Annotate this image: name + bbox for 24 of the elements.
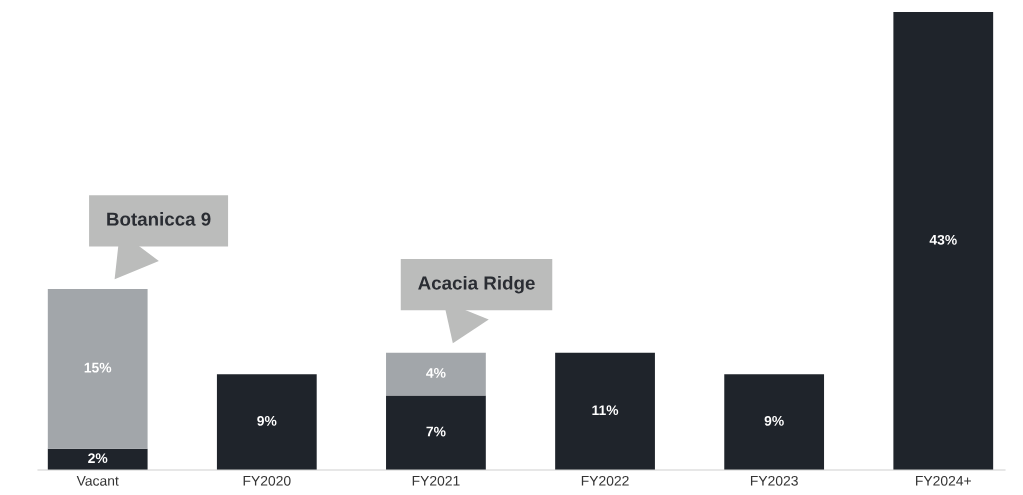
data-label: 4% xyxy=(426,368,446,378)
annotation: Acacia Ridge xyxy=(418,275,535,294)
data-label: 9% xyxy=(764,415,784,426)
data-label: 15% xyxy=(84,362,112,373)
bar xyxy=(216,374,317,470)
bar xyxy=(47,288,148,449)
x-tick-label: Vacant xyxy=(76,476,119,486)
bar xyxy=(386,352,486,396)
x-tick-label: FY2023 xyxy=(750,475,798,486)
x-tick-label: FY2020 xyxy=(243,475,291,486)
data-label: 2% xyxy=(88,453,108,464)
data-label: 9% xyxy=(257,415,277,426)
data-label: 43% xyxy=(929,234,957,245)
x-tick-label: FY2024+ xyxy=(916,475,971,486)
x-tick-label: FY2021 xyxy=(412,475,460,486)
bar xyxy=(47,448,148,470)
annotation: Botanicca 9 xyxy=(107,212,211,226)
bar xyxy=(386,395,486,470)
bar xyxy=(893,12,994,470)
x-tick-label: FY2022 xyxy=(581,475,629,486)
bar xyxy=(724,374,825,470)
bar xyxy=(555,352,655,470)
data-label: 7% xyxy=(426,426,446,437)
data-label: 11% xyxy=(592,405,619,416)
